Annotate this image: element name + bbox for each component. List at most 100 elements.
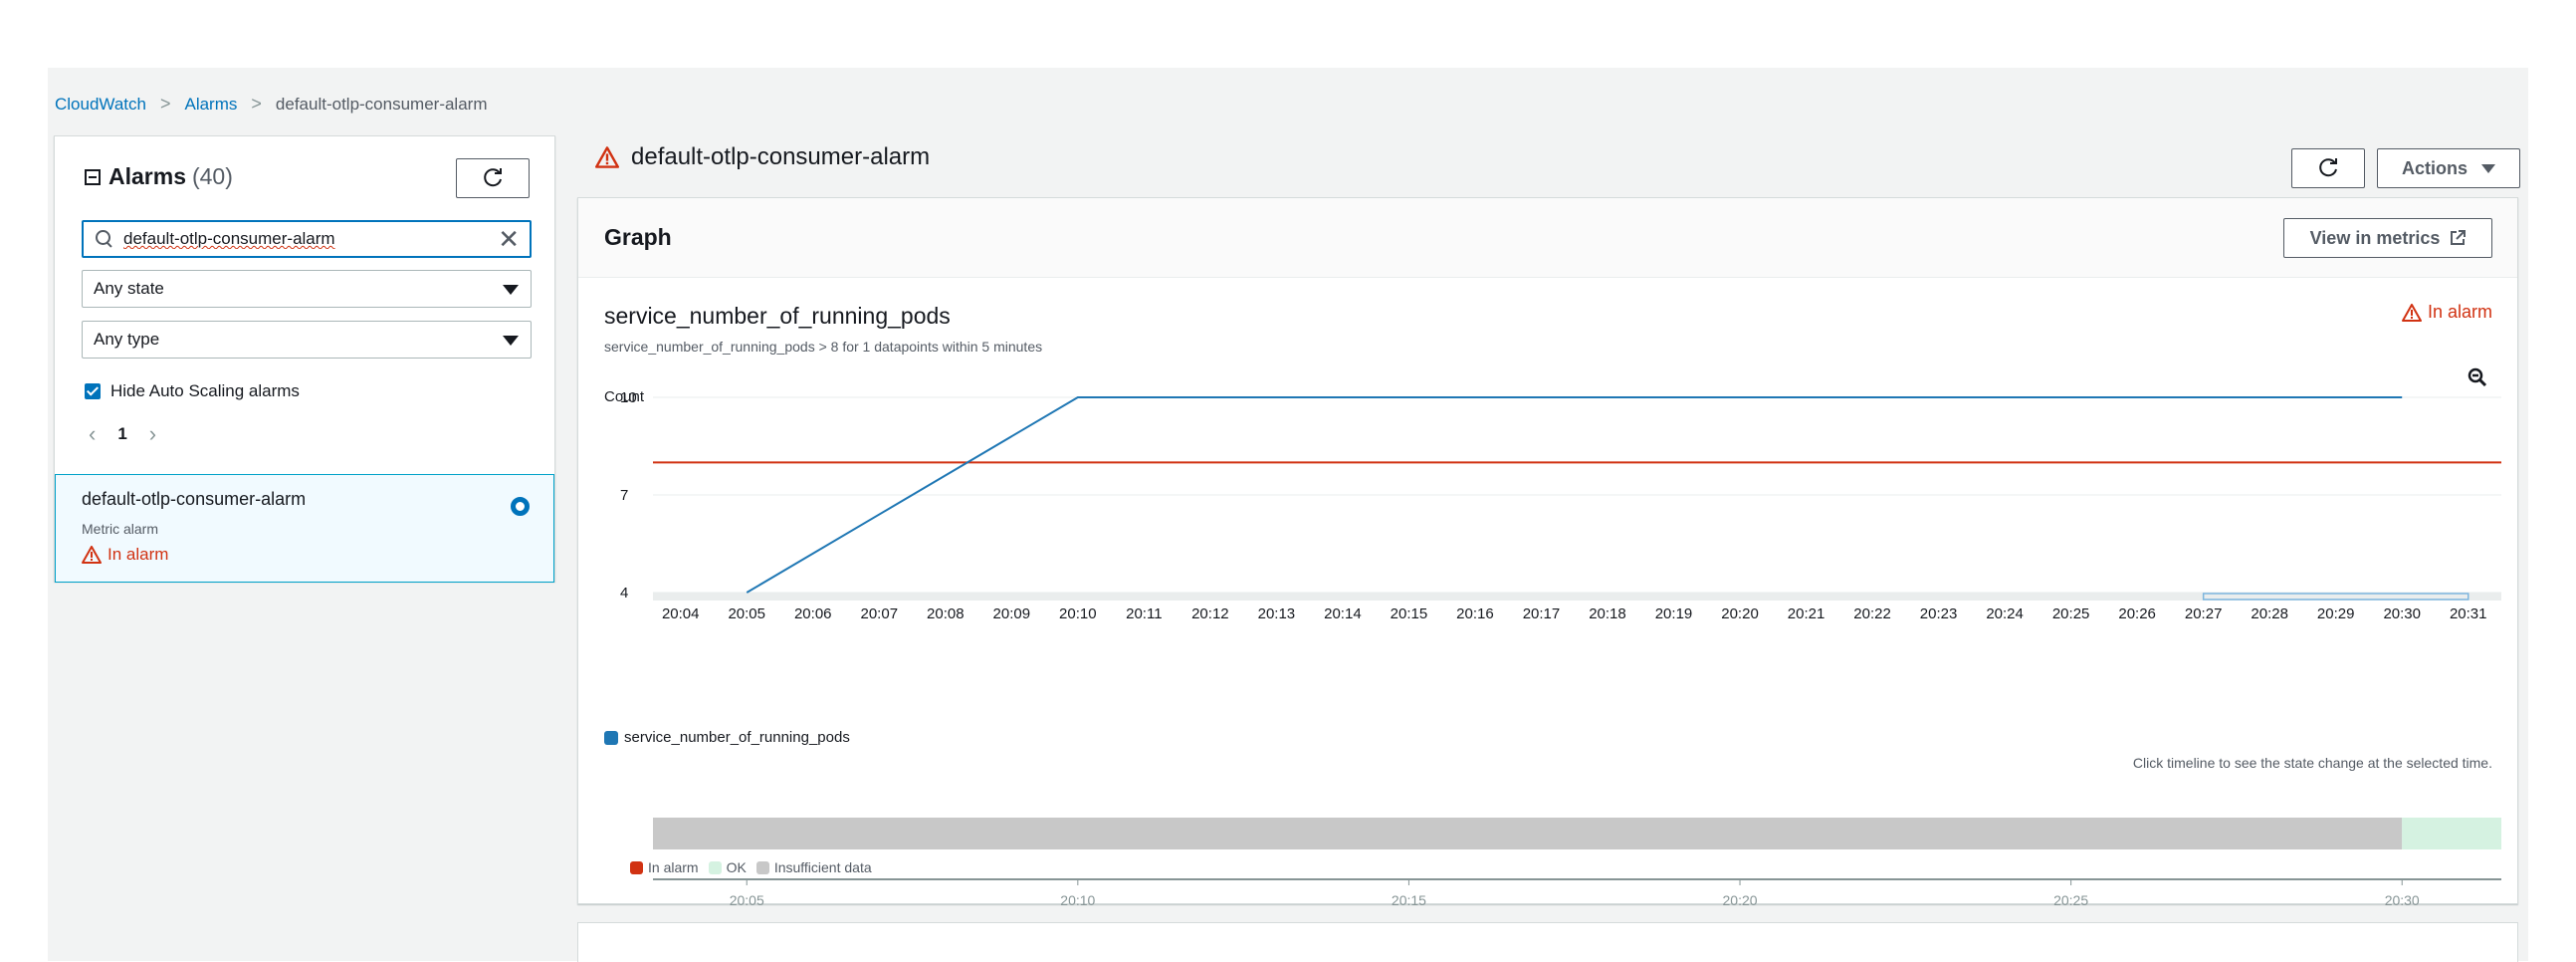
- timeline-hint: Click timeline to see the state change a…: [2132, 755, 2492, 771]
- x-tick-label: 20:05: [728, 605, 765, 622]
- state-legend-ok: OK: [708, 859, 747, 875]
- timeline-tick-label: 20:05: [730, 892, 764, 905]
- timeline-tick-label: 20:30: [2385, 892, 2420, 905]
- warning-icon: [2401, 303, 2422, 322]
- chart-legend: service_number_of_running_pods: [604, 729, 850, 746]
- y-tick-label: 4: [620, 585, 628, 601]
- graph-title: Graph: [604, 224, 672, 250]
- x-tick-label: 20:26: [2118, 605, 2156, 622]
- previous-page-icon[interactable]: ‹: [89, 421, 97, 446]
- list-item[interactable]: default-otlp-consumer-alarm Metric alarm…: [55, 474, 554, 583]
- x-tick-label: 20:10: [1059, 605, 1097, 622]
- actions-button[interactable]: Actions: [2377, 148, 2520, 188]
- alarms-panel-title: Alarms (40): [85, 163, 233, 190]
- x-tick-label: 20:25: [2052, 605, 2090, 622]
- timeline-segment: [653, 818, 2403, 849]
- alarm-item-state-text: In alarm: [107, 545, 169, 564]
- hide-autoscaling-row[interactable]: Hide Auto Scaling alarms: [85, 381, 300, 401]
- legend-series-name: service_number_of_running_pods: [624, 729, 850, 746]
- state-legend: In alarm OK Insufficient data: [630, 859, 882, 875]
- x-tick-label: 20:29: [2317, 605, 2355, 622]
- breadcrumb: CloudWatch > Alarms > default-otlp-consu…: [55, 94, 488, 115]
- legend-dot: [755, 860, 769, 874]
- timeline-segment: [2402, 818, 2501, 849]
- state-legend-label: Insufficient data: [773, 859, 872, 875]
- hide-autoscaling-checkbox[interactable]: [85, 383, 101, 399]
- refresh-icon: [2319, 158, 2337, 177]
- y-axis-label: Count: [604, 388, 645, 405]
- timeline-tick-label: 20:15: [1392, 892, 1426, 905]
- timeline-tick-label: 20:10: [1060, 892, 1095, 905]
- state-legend-insufficient: Insufficient data: [755, 859, 872, 875]
- zoom-out-icon[interactable]: [2468, 367, 2487, 387]
- alarms-title-text: Alarms: [108, 163, 186, 189]
- external-link-icon: [2451, 230, 2467, 245]
- caret-down-icon: [2481, 163, 2495, 173]
- next-page-icon[interactable]: ›: [148, 421, 157, 446]
- x-tick-label: 20:27: [2185, 605, 2223, 622]
- x-tick-label: 20:14: [1324, 605, 1362, 622]
- pagination: ‹ 1 ›: [89, 421, 156, 447]
- refresh-icon: [484, 168, 502, 187]
- alarm-detail-title-text: default-otlp-consumer-alarm: [631, 143, 931, 170]
- x-tick-label: 20:20: [1721, 605, 1759, 622]
- breadcrumb-cloudwatch[interactable]: CloudWatch: [55, 94, 146, 114]
- x-tick-label: 20:17: [1523, 605, 1561, 622]
- console-frame: CloudWatch > Alarms > default-otlp-consu…: [48, 68, 2528, 962]
- warning-icon: [82, 546, 102, 564]
- x-tick-label: 20:23: [1920, 605, 1958, 622]
- x-tick-label: 20:11: [1126, 605, 1162, 622]
- clear-search-icon[interactable]: ✕: [498, 224, 520, 254]
- hide-autoscaling-label: Hide Auto Scaling alarms: [110, 381, 300, 400]
- view-in-metrics-label: View in metrics: [2309, 227, 2441, 248]
- y-tick-label: 7: [620, 487, 628, 504]
- page-number[interactable]: 1: [117, 424, 127, 443]
- zoom-selection-window: [2202, 593, 2469, 601]
- x-tick-label: 20:19: [1655, 605, 1693, 622]
- breadcrumb-separator-icon: >: [159, 94, 171, 114]
- timeline-tick-label: 20:20: [1723, 892, 1758, 905]
- alarm-search-field[interactable]: ✕: [82, 220, 532, 258]
- legend-swatch: [604, 730, 618, 745]
- series-line: [746, 396, 2403, 594]
- alarm-detail-title: default-otlp-consumer-alarm: [595, 143, 930, 171]
- state-legend-label: In alarm: [648, 859, 699, 875]
- graph-panel: Graph View in metrics service_number_of_…: [577, 197, 2519, 905]
- type-filter-select[interactable]: Any type: [82, 321, 532, 359]
- search-icon: [96, 230, 113, 248]
- x-tick-label: 20:22: [1853, 605, 1891, 622]
- x-tick-label: 20:30: [2383, 605, 2421, 622]
- breadcrumb-alarms[interactable]: Alarms: [184, 94, 238, 114]
- caret-down-icon: [503, 285, 519, 295]
- alarms-refresh-button[interactable]: [456, 158, 530, 198]
- metric-description: service_number_of_running_pods > 8 for 1…: [604, 339, 1043, 355]
- graph-header: Graph View in metrics: [578, 198, 2517, 278]
- next-panel: [577, 922, 2518, 962]
- x-tick-label: 20:07: [861, 605, 899, 622]
- y-tick-label: 10: [620, 389, 637, 406]
- x-tick-label: 20:08: [927, 605, 965, 622]
- legend-dot: [708, 860, 722, 874]
- x-tick-label: 20:09: [993, 605, 1031, 622]
- state-legend-in-alarm: In alarm: [630, 859, 699, 875]
- x-tick-label: 20:28: [2251, 605, 2288, 622]
- type-filter-value: Any type: [94, 330, 160, 349]
- warning-icon: [595, 146, 619, 168]
- collapse-icon[interactable]: [85, 168, 101, 185]
- alarm-search-input[interactable]: [123, 229, 482, 249]
- x-tick-label: 20:18: [1589, 605, 1626, 622]
- state-filter-select[interactable]: Any state: [82, 270, 532, 308]
- detail-refresh-button[interactable]: [2291, 148, 2365, 188]
- alarm-item-state: In alarm: [82, 545, 168, 565]
- breadcrumb-separator-icon: >: [251, 94, 262, 114]
- alarm-item-radio[interactable]: [511, 497, 530, 516]
- breadcrumb-current: default-otlp-consumer-alarm: [275, 94, 488, 114]
- metric-chart[interactable]: 4 7 10 20:04 20:05 20:06 20:07 20:08 20:09 20:10 2…: [578, 198, 2519, 905]
- view-in-metrics-button[interactable]: View in metrics: [2283, 218, 2492, 258]
- x-axis-band: [653, 593, 2501, 601]
- x-tick-label: 20:04: [662, 605, 700, 622]
- state-legend-label: OK: [726, 859, 747, 875]
- alarm-item-type: Metric alarm: [82, 521, 159, 537]
- x-tick-label: 20:06: [794, 605, 832, 622]
- x-tick-label: 20:31: [2450, 605, 2487, 622]
